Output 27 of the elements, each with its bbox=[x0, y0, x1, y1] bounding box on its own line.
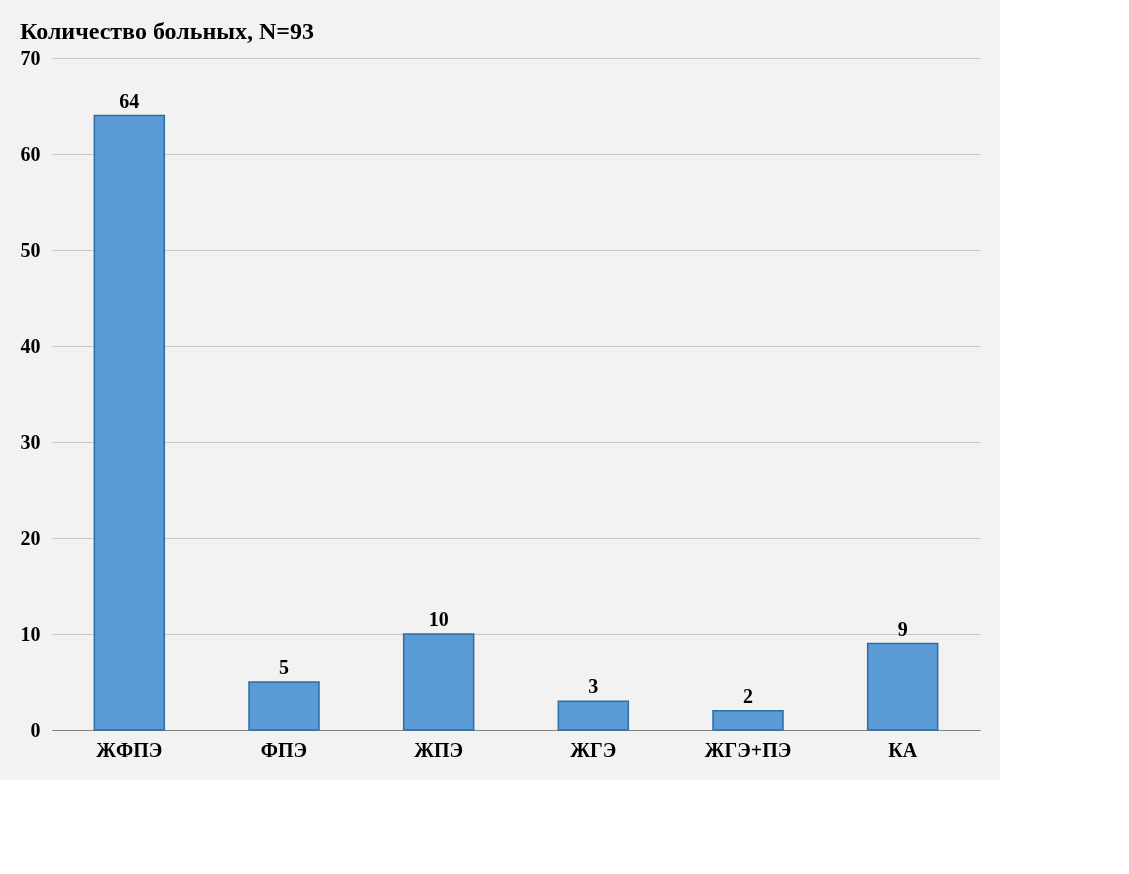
data-label: 3 bbox=[588, 675, 599, 698]
bar bbox=[248, 681, 320, 731]
chart-title: Количество больных, N=93 bbox=[20, 18, 314, 44]
bar bbox=[402, 633, 475, 731]
y-tick-label: 40 bbox=[20, 334, 41, 357]
y-tick-label: 30 bbox=[20, 430, 41, 453]
bar bbox=[557, 700, 630, 731]
y-tick-label: 10 bbox=[20, 622, 41, 645]
data-label: 10 bbox=[428, 608, 449, 630]
data-label: 9 bbox=[897, 617, 908, 640]
y-tick-label: 20 bbox=[20, 526, 41, 549]
y-tick-label: 60 bbox=[20, 142, 41, 165]
y-tick-label: 50 bbox=[20, 238, 41, 261]
x-tick-label: ФПЭ bbox=[260, 738, 308, 761]
data-label: 5 bbox=[279, 656, 289, 678]
x-tick-label: ЖФПЭ bbox=[96, 738, 163, 761]
x-tick-label: ЖПЭ bbox=[414, 738, 464, 761]
y-tick-label: 70 bbox=[20, 46, 41, 69]
bar bbox=[93, 114, 166, 731]
data-label: 64 bbox=[119, 89, 140, 112]
y-tick-label: 0 bbox=[30, 718, 41, 741]
x-tick-label: КА bbox=[888, 738, 918, 761]
x-tick-label: ЖГЭ+ПЭ bbox=[704, 738, 792, 761]
bar bbox=[866, 642, 939, 731]
x-tick-label: ЖГЭ bbox=[570, 738, 617, 761]
data-label: 2 bbox=[743, 684, 753, 707]
bar bbox=[712, 710, 784, 731]
